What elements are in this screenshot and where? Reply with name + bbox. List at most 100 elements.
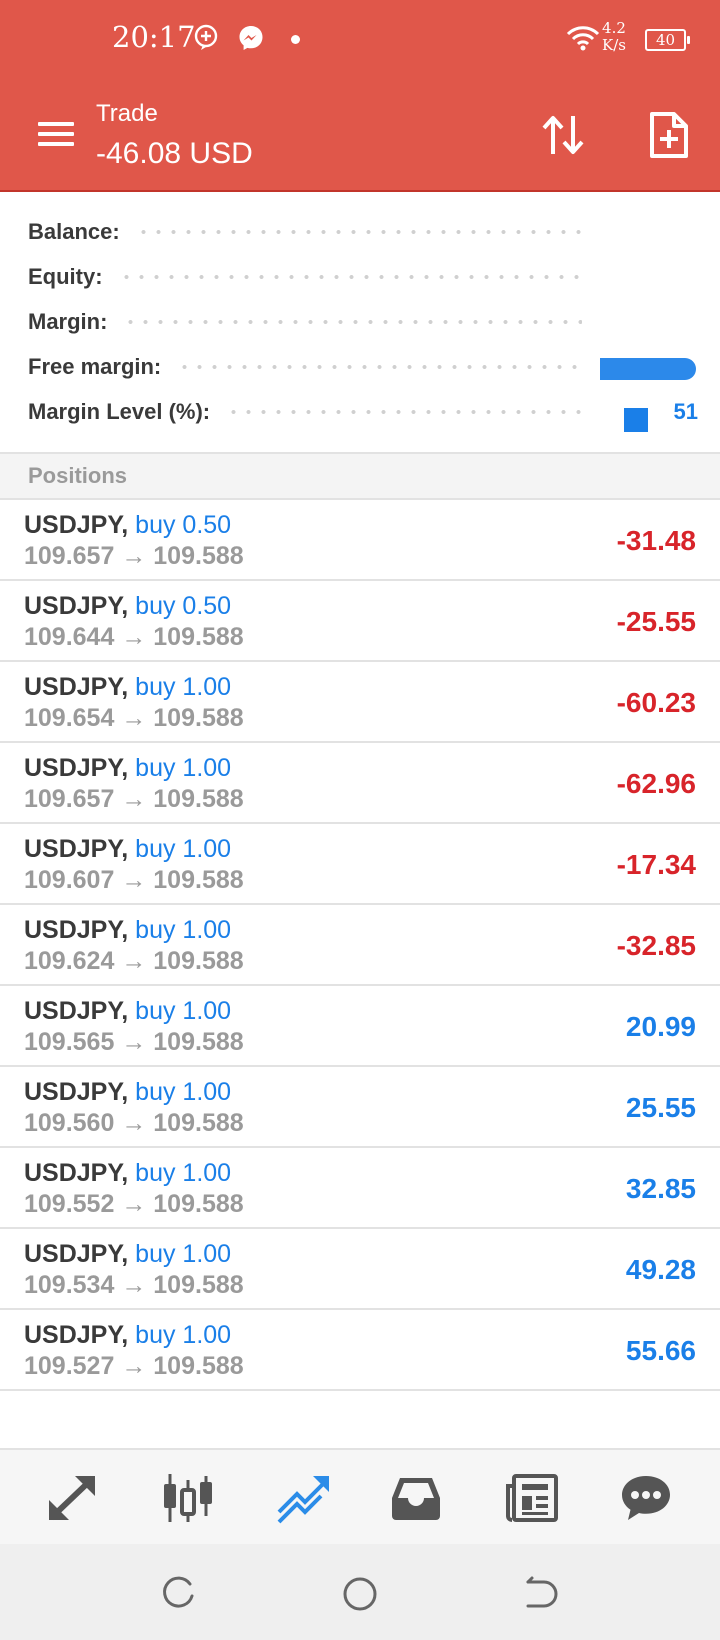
position-profit: 20.99 (625, 1011, 696, 1042)
price-arrow: → (121, 1271, 147, 1299)
open-price: 109.560 (24, 1109, 115, 1137)
recents-icon[interactable] (160, 1574, 200, 1614)
position-row[interactable]: USDJPY, buy 1.00 109.565 → 109.588 20.99 (0, 986, 720, 1067)
new-order-icon[interactable] (644, 110, 692, 160)
back-icon[interactable] (520, 1574, 560, 1614)
open-price: 109.565 (24, 1028, 115, 1056)
position-profit: -17.34 (616, 849, 696, 880)
history-icon[interactable] (388, 1472, 444, 1524)
account-summary: Balance: Equity: Margin: Free margin: Ma… (0, 194, 720, 452)
positions-section-header: Positions (0, 452, 720, 500)
price-arrow: → (121, 623, 147, 651)
position-profit: 25.55 (625, 1092, 696, 1123)
home-icon[interactable] (340, 1574, 380, 1614)
position-side: buy 0.50 (135, 511, 232, 539)
margin-level-label: Margin Level (%): (28, 399, 211, 424)
current-price: 109.588 (153, 1190, 244, 1218)
position-side: buy 1.00 (135, 1240, 232, 1268)
add-circle-icon (194, 24, 218, 50)
position-profit: 55.66 (625, 1335, 696, 1366)
open-price: 109.657 (24, 542, 115, 570)
position-side: buy 0.50 (135, 592, 232, 620)
messages-icon[interactable] (618, 1472, 674, 1524)
open-price: 109.654 (24, 704, 115, 732)
network-speed: 4.2 K/s (602, 20, 626, 54)
position-row[interactable]: USDJPY, buy 0.50 109.657 → 109.588 -31.4… (0, 500, 720, 581)
dot-leader (226, 410, 582, 414)
position-symbol: USDJPY, (24, 1321, 129, 1349)
current-price: 109.588 (153, 623, 244, 651)
dot-leader (135, 230, 582, 234)
position-profit: 49.28 (625, 1254, 696, 1285)
open-price: 109.644 (24, 623, 115, 651)
position-row[interactable]: USDJPY, buy 1.00 109.624 → 109.588 -32.8… (0, 905, 720, 986)
account-profit: -46.08 USD (96, 137, 253, 170)
margin-level-row: Margin Level (%): 51 (28, 392, 698, 432)
position-row[interactable]: USDJPY, buy 0.50 109.644 → 109.588 -25.5… (0, 581, 720, 662)
redaction-mark (624, 408, 648, 432)
wifi-icon (566, 26, 600, 51)
dot-leader (177, 365, 582, 369)
notification-dot (291, 35, 300, 44)
price-arrow: → (121, 1190, 147, 1218)
position-profit: -62.96 (616, 768, 696, 799)
chart-icon[interactable] (160, 1472, 216, 1524)
position-symbol: USDJPY, (24, 835, 129, 863)
free-margin-label: Free margin: (28, 354, 162, 379)
margin-level-value: 51 (673, 399, 698, 424)
position-side: buy 1.00 (135, 673, 232, 701)
quotes-icon[interactable] (45, 1472, 101, 1524)
position-row[interactable]: USDJPY, buy 1.00 109.527 → 109.588 55.66 (0, 1310, 720, 1391)
open-price: 109.534 (24, 1271, 115, 1299)
position-symbol: USDJPY, (24, 997, 129, 1025)
network-speed-value: 4.2 (602, 19, 626, 37)
trade-icon[interactable] (275, 1472, 331, 1524)
position-symbol: USDJPY, (24, 592, 129, 620)
margin-row: Margin: (28, 302, 698, 342)
price-arrow: → (121, 1109, 147, 1137)
balance-label: Balance: (28, 219, 120, 244)
free-margin-row: Free margin: (28, 347, 698, 387)
battery-indicator: 40 (645, 29, 690, 51)
open-price: 109.527 (24, 1352, 115, 1380)
position-row[interactable]: USDJPY, buy 1.00 109.560 → 109.588 25.55 (0, 1067, 720, 1148)
open-price: 109.607 (24, 866, 115, 894)
current-price: 109.588 (153, 1271, 244, 1299)
position-symbol: USDJPY, (24, 673, 129, 701)
position-profit: -32.85 (616, 930, 696, 961)
current-price: 109.588 (153, 1109, 244, 1137)
position-profit: -25.55 (616, 606, 696, 637)
position-profit: -31.48 (616, 525, 696, 556)
network-speed-unit: K/s (602, 36, 626, 54)
position-row[interactable]: USDJPY, buy 1.00 109.552 → 109.588 32.85 (0, 1148, 720, 1229)
price-arrow: → (121, 542, 147, 570)
price-arrow: → (121, 1028, 147, 1056)
sort-icon[interactable] (538, 110, 588, 160)
current-price: 109.588 (153, 704, 244, 732)
position-row[interactable]: USDJPY, buy 1.00 109.657 → 109.588 -62.9… (0, 743, 720, 824)
position-side: buy 1.00 (135, 1078, 232, 1106)
menu-icon[interactable] (32, 116, 80, 152)
current-price: 109.588 (153, 947, 244, 975)
position-profit: 32.85 (625, 1173, 696, 1204)
position-row[interactable]: USDJPY, buy 1.00 109.534 → 109.588 49.28 (0, 1229, 720, 1310)
app-header: 20:17 4.2 K/s 40 Trade -46.08 USD (0, 0, 720, 192)
position-row[interactable]: USDJPY, buy 1.00 109.607 → 109.588 -17.3… (0, 824, 720, 905)
open-price: 109.657 (24, 785, 115, 813)
news-icon[interactable] (504, 1472, 560, 1524)
dot-leader (123, 320, 582, 324)
positions-title: Positions (28, 463, 128, 488)
position-side: buy 1.00 (135, 754, 232, 782)
open-price: 109.552 (24, 1190, 115, 1218)
status-bar: 20:17 4.2 K/s 40 (0, 0, 720, 80)
current-price: 109.588 (153, 542, 244, 570)
equity-label: Equity: (28, 264, 103, 289)
position-row[interactable]: USDJPY, buy 1.00 109.654 → 109.588 -60.2… (0, 662, 720, 743)
current-price: 109.588 (153, 866, 244, 894)
current-price: 109.588 (153, 1352, 244, 1380)
position-symbol: USDJPY, (24, 1159, 129, 1187)
page-title: Trade (96, 100, 158, 127)
position-side: buy 1.00 (135, 1321, 232, 1349)
current-price: 109.588 (153, 1028, 244, 1056)
position-symbol: USDJPY, (24, 916, 129, 944)
